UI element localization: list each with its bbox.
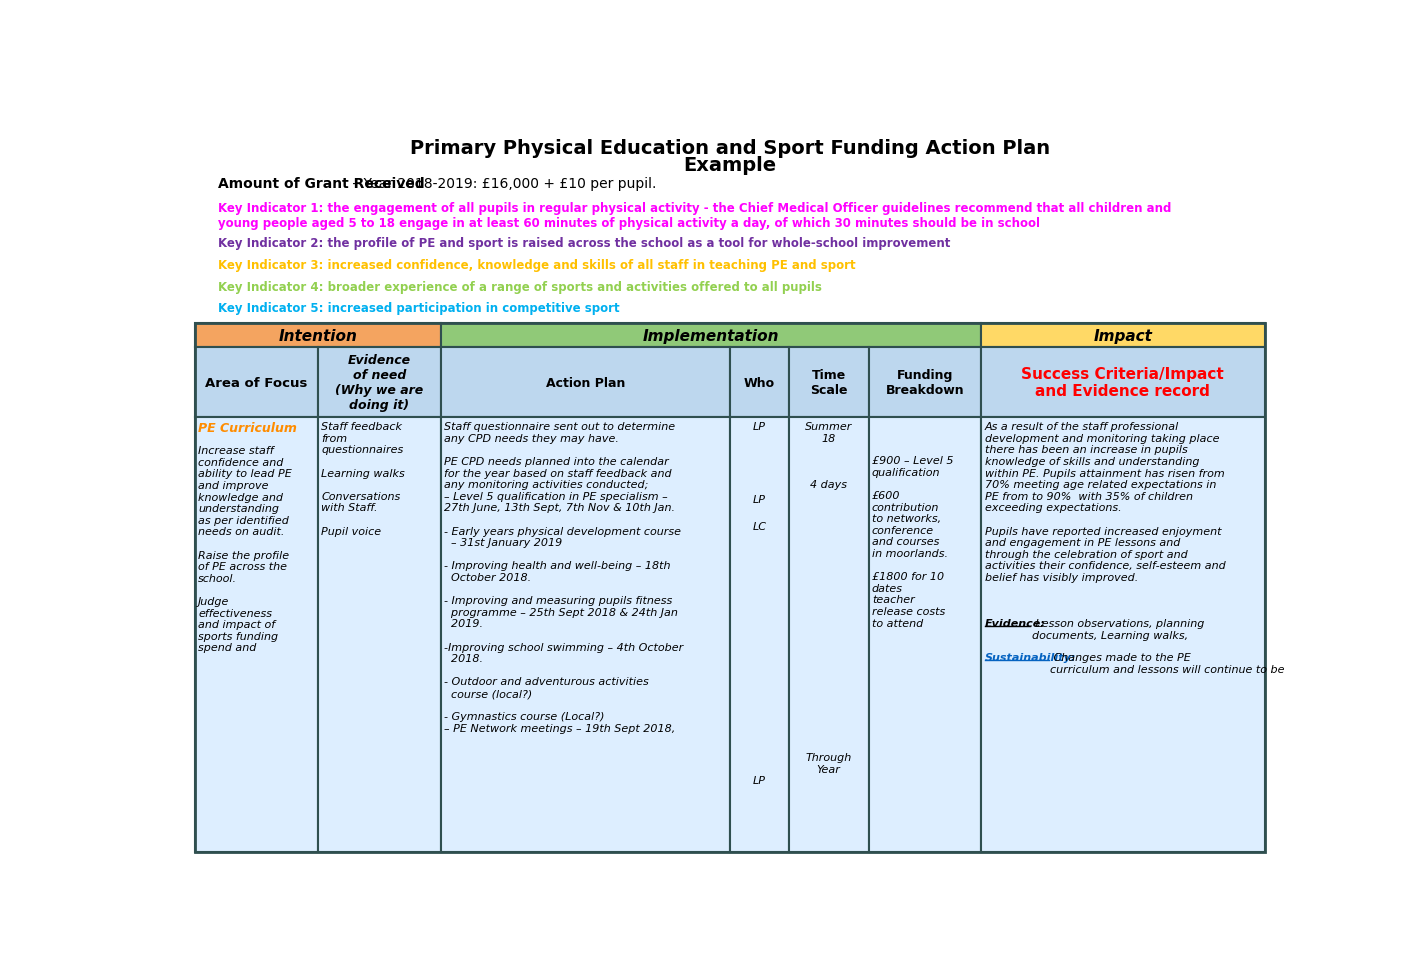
Text: Success Criteria/Impact
and Evidence record: Success Criteria/Impact and Evidence rec… xyxy=(1021,366,1225,399)
Text: Action Plan: Action Plan xyxy=(545,376,625,389)
Text: Primary Physical Education and Sport Funding Action Plan: Primary Physical Education and Sport Fun… xyxy=(410,139,1049,157)
Text: Increase staff
confidence and
ability to lead PE
and improve
knowledge and
under: Increase staff confidence and ability to… xyxy=(198,434,292,653)
Text: Amount of Grant Received: Amount of Grant Received xyxy=(218,177,424,191)
FancyBboxPatch shape xyxy=(195,417,318,853)
FancyBboxPatch shape xyxy=(318,417,441,853)
Text: Implementation: Implementation xyxy=(642,328,779,343)
Text: Who: Who xyxy=(743,376,775,389)
FancyBboxPatch shape xyxy=(981,417,1265,853)
FancyBboxPatch shape xyxy=(869,417,981,853)
Text: Through
Year: Through Year xyxy=(806,752,852,774)
Text: Key Indicator 5: increased participation in competitive sport: Key Indicator 5: increased participation… xyxy=(218,302,619,315)
Text: Funding
Breakdown: Funding Breakdown xyxy=(886,368,964,397)
Text: Staff questionnaire sent out to determine
any CPD needs they may have.

PE CPD n: Staff questionnaire sent out to determin… xyxy=(444,422,684,733)
Text: Key Indicator 1: the engagement of all pupils in regular physical activity - the: Key Indicator 1: the engagement of all p… xyxy=(218,202,1172,230)
FancyBboxPatch shape xyxy=(441,348,731,417)
Text: LC: LC xyxy=(752,522,766,531)
Text: LP: LP xyxy=(753,776,766,786)
FancyBboxPatch shape xyxy=(318,348,441,417)
Text: PE Curriculum: PE Curriculum xyxy=(198,422,298,435)
Text: Evidence:: Evidence: xyxy=(985,618,1045,629)
FancyBboxPatch shape xyxy=(441,417,731,853)
Text: Summer
18: Summer 18 xyxy=(805,422,853,444)
FancyBboxPatch shape xyxy=(981,323,1265,348)
FancyBboxPatch shape xyxy=(981,348,1265,417)
Text: £900 – Level 5
qualification

£600
contribution
to networks,
conference
and cour: £900 – Level 5 qualification £600 contri… xyxy=(871,455,954,628)
Text: Key Indicator 3: increased confidence, knowledge and skills of all staff in teac: Key Indicator 3: increased confidence, k… xyxy=(218,259,856,272)
Text: Impact: Impact xyxy=(1094,328,1152,343)
Text: LP: LP xyxy=(753,495,766,505)
Text: Example: Example xyxy=(684,155,776,175)
Text: Area of Focus: Area of Focus xyxy=(205,376,308,389)
Text: Time
Scale: Time Scale xyxy=(810,368,847,397)
Text: Sustainability:: Sustainability: xyxy=(985,653,1077,662)
FancyBboxPatch shape xyxy=(789,348,869,417)
Text: Staff feedback
from
questionnaires

Learning walks

Conversations
with Staff.

P: Staff feedback from questionnaires Learn… xyxy=(322,422,404,536)
FancyBboxPatch shape xyxy=(731,417,789,853)
Text: 4 days: 4 days xyxy=(810,480,847,489)
Text: Changes made to the PE
curriculum and lessons will continue to be: Changes made to the PE curriculum and le… xyxy=(1049,653,1284,674)
Text: Evidence
of need
(Why we are
doing it): Evidence of need (Why we are doing it) xyxy=(336,354,424,411)
Text: Key Indicator 4: broader experience of a range of sports and activities offered : Key Indicator 4: broader experience of a… xyxy=(218,280,822,293)
FancyBboxPatch shape xyxy=(869,348,981,417)
Text: Key Indicator 2: the profile of PE and sport is raised across the school as a to: Key Indicator 2: the profile of PE and s… xyxy=(218,237,951,250)
Text: LP: LP xyxy=(753,422,766,432)
FancyBboxPatch shape xyxy=(789,417,869,853)
FancyBboxPatch shape xyxy=(731,348,789,417)
FancyBboxPatch shape xyxy=(441,323,981,348)
FancyBboxPatch shape xyxy=(195,323,441,348)
Text: As a result of the staff professional
development and monitoring taking place
th: As a result of the staff professional de… xyxy=(985,422,1226,606)
FancyBboxPatch shape xyxy=(195,348,318,417)
Text: – Year 2018-2019: £16,000 + £10 per pupil.: – Year 2018-2019: £16,000 + £10 per pupi… xyxy=(349,177,656,191)
Text: Lesson observations, planning
documents, Learning walks,: Lesson observations, planning documents,… xyxy=(1031,618,1203,640)
Text: Intention: Intention xyxy=(279,328,357,343)
